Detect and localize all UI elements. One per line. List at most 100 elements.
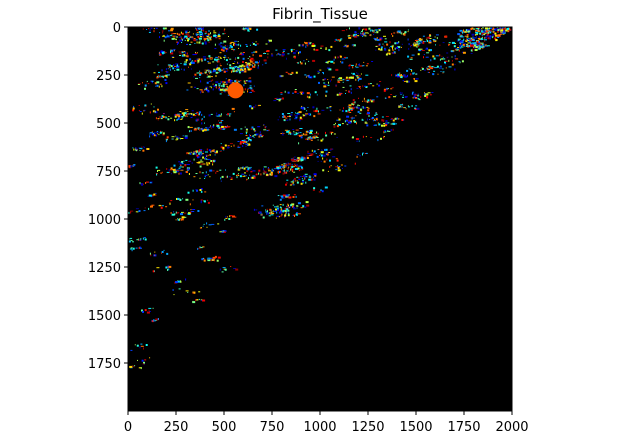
fibrin-pixel (302, 206, 304, 208)
fibrin-pixel (207, 90, 210, 93)
fibrin-pixel (158, 134, 160, 136)
fibrin-pixel (451, 50, 455, 52)
fibrin-pixel (271, 53, 273, 55)
fibrin-pixel (215, 171, 217, 174)
fibrin-pixel (370, 100, 373, 103)
fibrin-pixel (399, 91, 401, 94)
fibrin-pixel (191, 37, 193, 40)
fibrin-pixel (190, 130, 192, 132)
fibrin-pixel (209, 169, 213, 172)
fibrin-pixel (140, 238, 142, 240)
fibrin-pixel (412, 72, 415, 75)
fibrin-pixel (249, 85, 252, 87)
fibrin-pixel (470, 28, 473, 30)
fibrin-pixel (461, 43, 463, 46)
fibrin-pixel (175, 136, 178, 138)
fibrin-pixel (245, 62, 247, 64)
fibrin-pixel (381, 119, 383, 121)
fibrin-pixel (149, 111, 151, 114)
fibrin-pixel (201, 258, 204, 261)
fibrin-pixel (247, 68, 251, 71)
fibrin-pixel (276, 205, 279, 207)
fibrin-pixel (500, 28, 502, 30)
fibrin-pixel (216, 64, 218, 67)
fibrin-pixel (173, 64, 175, 67)
fibrin-pixel (245, 80, 246, 83)
fibrin-pixel (234, 70, 238, 72)
fibrin-pixel (410, 46, 412, 48)
fibrin-pixel (155, 192, 157, 194)
fibrin-pixel (223, 81, 226, 83)
fibrin-pixel (135, 208, 139, 210)
fibrin-pixel (342, 30, 345, 32)
fibrin-pixel (428, 49, 431, 52)
fibrin-pixel (459, 30, 463, 32)
fibrin-pixel (384, 122, 388, 125)
fibrin-pixel (170, 167, 173, 170)
fibrin-pixel (359, 138, 361, 140)
fibrin-pixel (442, 56, 444, 58)
fibrin-pixel (373, 33, 375, 35)
fibrin-pixel (398, 32, 401, 34)
fibrin-pixel (144, 84, 147, 87)
fibrin-pixel (365, 74, 369, 76)
fibrin-pixel (245, 166, 249, 168)
fibrin-pixel (279, 98, 282, 100)
fibrin-pixel (199, 189, 202, 191)
fibrin-pixel (392, 47, 393, 50)
fibrin-pixel (143, 361, 145, 364)
fibrin-pixel (371, 99, 375, 101)
fibrin-pixel (475, 30, 478, 31)
fibrin-pixel (230, 179, 233, 180)
fibrin-pixel (176, 137, 179, 139)
fibrin-pixel (393, 118, 395, 120)
fibrin-pixel (299, 128, 303, 129)
fibrin-pixel (466, 45, 470, 47)
fibrin-pixel (317, 70, 320, 72)
fibrin-pixel (278, 52, 280, 55)
fibrin-pixel (335, 168, 338, 170)
fibrin-pixel (202, 299, 206, 302)
fibrin-pixel (224, 127, 226, 130)
fibrin-pixel (287, 167, 289, 170)
fibrin-pixel (359, 108, 362, 111)
fibrin-pixel (259, 54, 263, 57)
fibrin-pixel (238, 69, 240, 72)
fibrin-pixel (373, 118, 375, 121)
fibrin-pixel (158, 116, 161, 118)
fibrin-pixel (160, 117, 163, 119)
fibrin-pixel (489, 37, 491, 40)
fibrin-pixel (492, 34, 495, 37)
hotspot-marker (227, 82, 244, 99)
fibrin-pixel (357, 33, 359, 34)
fibrin-pixel (222, 49, 225, 52)
fibrin-pixel (186, 114, 187, 116)
fibrin-pixel (217, 127, 220, 129)
fibrin-pixel (366, 124, 369, 127)
fibrin-pixel (418, 42, 421, 44)
fibrin-pixel (146, 311, 150, 314)
fibrin-pixel (321, 149, 323, 151)
fibrin-pixel (249, 27, 252, 30)
fibrin-pixel (362, 100, 363, 102)
fibrin-pixel (293, 180, 295, 183)
fibrin-pixel (383, 123, 386, 125)
fibrin-pixel (424, 94, 426, 96)
fibrin-pixel (185, 111, 187, 113)
fibrin-pixel (217, 56, 220, 58)
fibrin-pixel (465, 38, 467, 41)
fibrin-pixel (374, 114, 377, 116)
fibrin-pixel (180, 164, 182, 166)
fibrin-pixel (242, 28, 244, 30)
fibrin-pixel (246, 64, 248, 67)
fibrin-pixel (286, 130, 290, 133)
fibrin-pixel (304, 62, 306, 65)
fibrin-pixel (237, 62, 240, 64)
fibrin-pixel (436, 37, 438, 40)
fibrin-pixel (245, 135, 248, 136)
fibrin-pixel (192, 291, 196, 293)
fibrin-pixel (351, 117, 353, 120)
fibrin-pixel (226, 85, 228, 88)
y-tick-label: 1000 (88, 213, 121, 228)
